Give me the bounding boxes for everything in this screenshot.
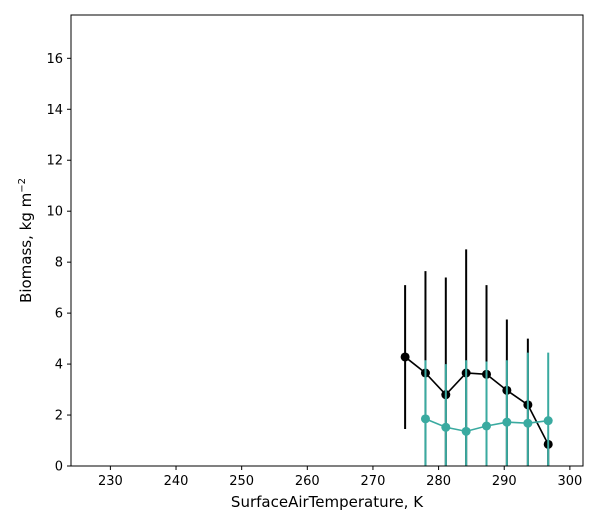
y-axis-label-exponent: −2 (17, 178, 28, 193)
series-layer (400, 249, 553, 466)
x-tick-label: 230 (98, 474, 123, 489)
y-tick-label: 0 (55, 460, 63, 475)
y-tick-label: 14 (46, 103, 63, 118)
data-point (502, 417, 512, 427)
x-axis: 230 240 250 260 270 280 290 300 (98, 466, 582, 489)
data-point (400, 352, 410, 362)
data-point (523, 418, 533, 428)
data-point (543, 416, 553, 426)
data-point (482, 421, 492, 431)
x-tick-label: 240 (164, 474, 189, 489)
x-axis-label: SurfaceAirTemperature, K (231, 493, 424, 511)
x-tick-label: 290 (492, 474, 517, 489)
y-axis-label-base: Biomass, kg m (17, 193, 35, 303)
x-tick-label: 280 (426, 474, 451, 489)
series-2 (420, 352, 553, 466)
y-tick-label: 6 (55, 307, 63, 322)
y-tick-label: 2 (55, 409, 63, 424)
data-point (461, 426, 471, 436)
y-tick-label: 16 (46, 52, 63, 67)
x-tick-label: 270 (361, 474, 386, 489)
y-tick-label: 10 (46, 205, 63, 220)
y-tick-label: 12 (46, 154, 63, 169)
y-axis-label: Biomass, kg m−2 (17, 178, 35, 303)
plot-frame (70, 14, 584, 467)
y-axis: 0 2 4 6 8 10 12 14 16 (46, 52, 71, 475)
y-tick-label: 8 (55, 256, 63, 271)
data-point (441, 422, 451, 432)
data-point (420, 414, 430, 424)
x-tick-label: 260 (295, 474, 320, 489)
x-tick-label: 250 (229, 474, 254, 489)
y-tick-label: 4 (55, 358, 63, 373)
x-tick-label: 300 (557, 474, 582, 489)
